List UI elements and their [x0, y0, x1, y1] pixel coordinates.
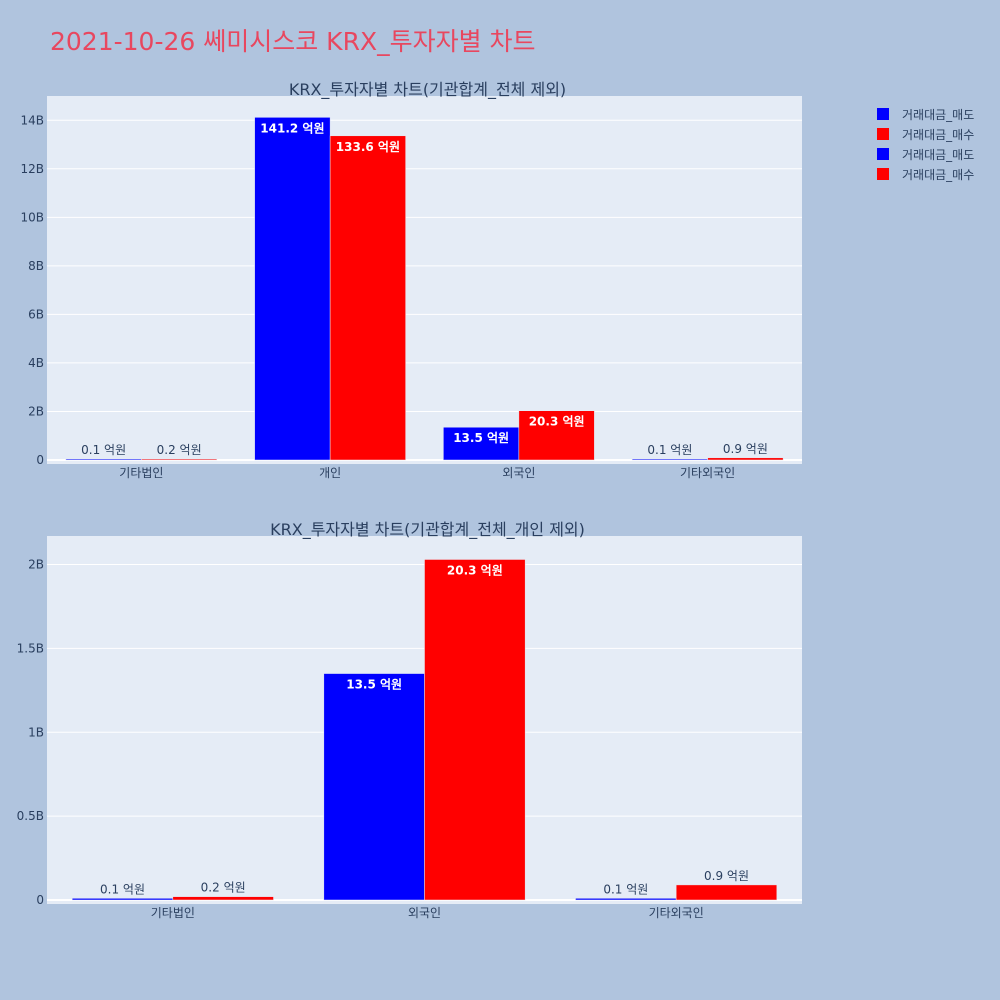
data-label: 133.6 억원	[336, 140, 400, 154]
data-label: 141.2 억원	[260, 121, 324, 135]
legend-swatch[interactable]	[877, 148, 889, 160]
data-label: 0.9 억원	[723, 442, 768, 456]
y-tick-label: 1.5B	[17, 641, 44, 655]
legend-item-label: 거래대금_매도	[902, 108, 974, 122]
y-tick-label: 0.5B	[17, 809, 44, 823]
y-tick-label: 6B	[28, 307, 44, 321]
legend-swatch[interactable]	[877, 168, 889, 180]
data-label: 0.1 억원	[81, 443, 126, 457]
bar[interactable]	[518, 410, 595, 461]
y-tick-label: 4B	[28, 356, 44, 370]
plot-area-1	[47, 96, 802, 464]
y-tick-label: 12B	[20, 162, 44, 176]
y-tick-label: 2B	[28, 558, 44, 572]
legend-item-label: 거래대금_매수	[902, 168, 974, 182]
y-tick-label: 10B	[20, 210, 44, 224]
x-tick-label: 개인	[319, 466, 341, 480]
data-label: 0.2 억원	[201, 881, 246, 895]
y-tick-label: 0	[36, 893, 44, 907]
x-tick-label: 기타법인	[151, 906, 195, 920]
y-tick-label: 0	[36, 453, 44, 467]
y-tick-label: 2B	[28, 404, 44, 418]
x-tick-label: 기타법인	[119, 466, 163, 480]
data-label: 20.3 억원	[447, 563, 503, 577]
data-label: 0.1 억원	[603, 882, 648, 896]
data-label: 20.3 억원	[529, 415, 585, 429]
data-label: 0.1 억원	[100, 882, 145, 896]
legend-item-label: 거래대금_매수	[902, 128, 974, 142]
bar[interactable]	[172, 896, 274, 901]
bar[interactable]	[675, 884, 778, 901]
y-tick-label: 14B	[20, 113, 44, 127]
y-tick-label: 8B	[28, 259, 44, 273]
bar[interactable]	[329, 135, 406, 461]
data-label: 0.2 억원	[157, 443, 202, 457]
x-tick-label: 기타외국인	[649, 906, 704, 920]
data-label: 0.9 억원	[704, 869, 749, 883]
data-label: 13.5 억원	[453, 431, 509, 445]
bar[interactable]	[71, 898, 174, 901]
legend-swatch[interactable]	[877, 108, 889, 120]
x-tick-label: 기타외국인	[680, 466, 735, 480]
bar[interactable]	[631, 458, 708, 461]
x-tick-label: 외국인	[502, 466, 535, 480]
bar[interactable]	[443, 426, 520, 461]
bar[interactable]	[65, 458, 142, 461]
data-label: 0.1 억원	[647, 443, 692, 457]
bar[interactable]	[141, 458, 218, 461]
page-title: 2021-10-26 쎄미시스코 KRX_투자자별 차트	[50, 27, 536, 56]
bar[interactable]	[575, 898, 677, 901]
bar[interactable]	[707, 457, 784, 461]
bar[interactable]	[424, 559, 526, 901]
legend-item-label: 거래대금_매도	[902, 148, 974, 162]
x-tick-label: 외국인	[408, 906, 441, 920]
legend-swatch[interactable]	[877, 128, 889, 140]
chart-title: KRX_투자자별 차트(기관합계_전체_개인 제외)	[270, 520, 585, 540]
bar[interactable]	[323, 673, 425, 901]
chart-title: KRX_투자자별 차트(기관합계_전체 제외)	[289, 80, 566, 100]
bar[interactable]	[254, 117, 331, 461]
data-label: 13.5 억원	[346, 678, 402, 692]
y-tick-label: 1B	[28, 725, 44, 739]
